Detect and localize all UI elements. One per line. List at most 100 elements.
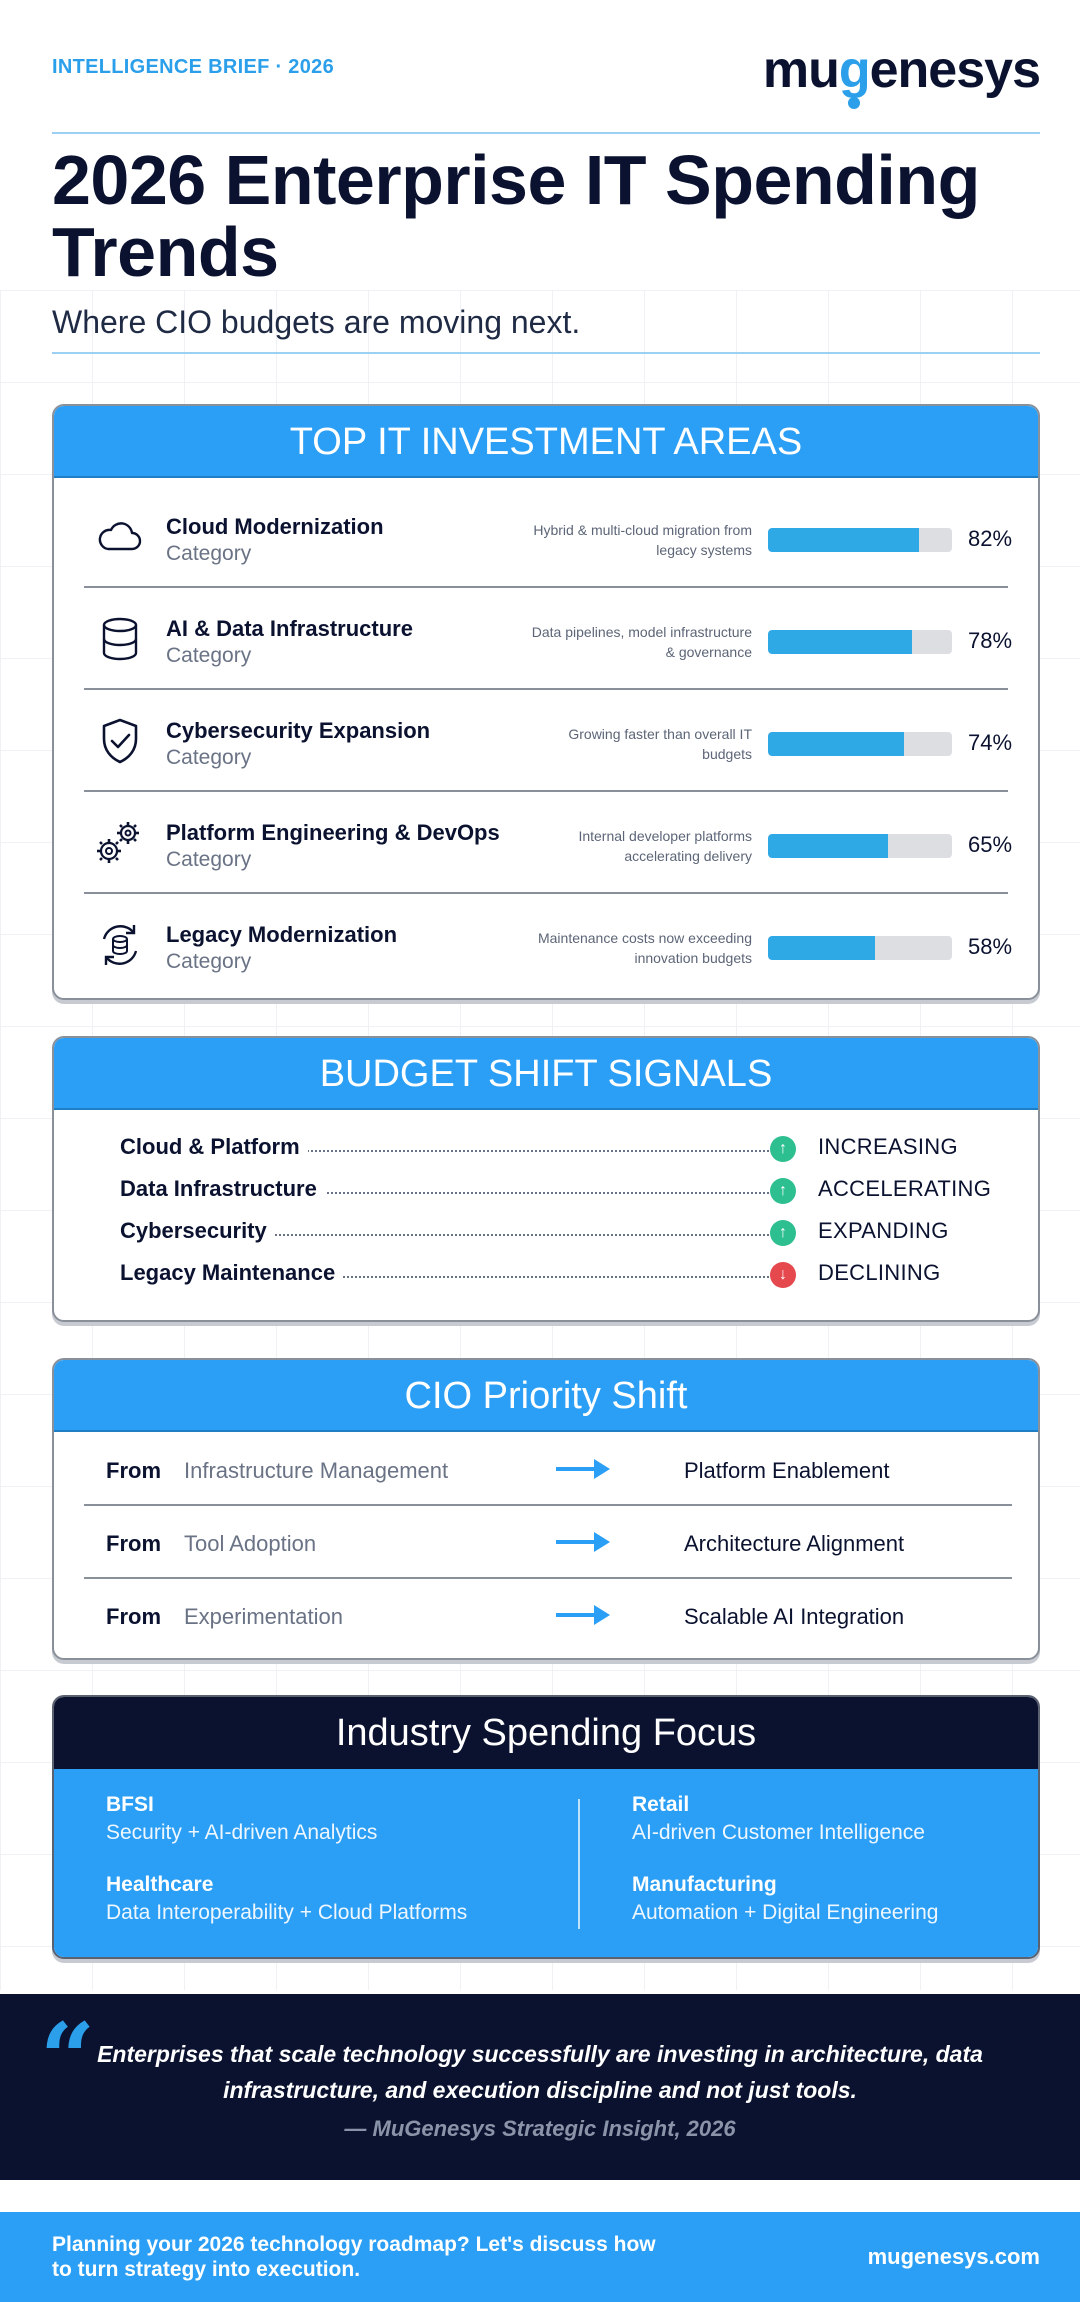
industry-sector: Retail <box>632 1793 690 1816</box>
quote-source: — MuGenesys Strategic Insight, 2026 <box>344 2116 736 2141</box>
arrow-up-icon: ↑ <box>770 1178 796 1204</box>
priority-list: From Infrastructure Management Platform En… <box>54 1432 1038 1658</box>
investment-progress-fill <box>768 834 888 858</box>
dotted-leader <box>120 1234 780 1236</box>
investment-percent: 58% <box>968 934 1013 959</box>
investment-note: Data pipelines, model infrastructure & g… <box>531 624 752 660</box>
gears-icon <box>94 819 146 867</box>
industry-item: Retail AI-driven Customer Intelligence <box>632 1793 925 1845</box>
brand-logo[interactable]: mug enesys <box>762 40 1041 109</box>
signal-label: Data Infrastructure <box>120 1176 325 1202</box>
investment-category: Category <box>166 950 252 973</box>
investment-row: Legacy Modernization Category Maintenance … <box>54 894 1038 996</box>
from-label: From <box>106 1531 161 1556</box>
row-divider <box>84 892 1008 894</box>
dotted-leader <box>120 1150 780 1152</box>
investment-percent: 74% <box>968 730 1013 755</box>
old-priority: Tool Adoption <box>184 1531 317 1556</box>
investment-category: Category <box>166 746 252 769</box>
old-priority: Infrastructure Management <box>184 1458 449 1483</box>
from-label: From <box>106 1458 161 1483</box>
quote-banner: “ Enterprises that scale technology succ… <box>0 1994 1080 2180</box>
arrow-down-icon: ↓ <box>770 1262 796 1288</box>
investment-progress-bar <box>768 630 952 654</box>
investment-heading: TOP IT INVESTMENT AREAS <box>54 406 1038 478</box>
signal-row: Legacy Maintenance ↓ DECLINING <box>54 1254 1038 1294</box>
signals-list: Cloud & Platform ↑ INCREASING Data Infrastr… <box>54 1110 1038 1320</box>
investment-category: Category <box>166 644 252 667</box>
signal-status: DECLINING <box>818 1260 941 1285</box>
signal-row: Cybersecurity ↑ EXPANDING <box>54 1212 1038 1252</box>
row-divider <box>84 586 1008 588</box>
investment-percent: 78% <box>968 628 1013 653</box>
row-divider <box>84 1504 1012 1506</box>
industry-sector: Manufacturing <box>632 1873 777 1896</box>
logo-text-pre: mu <box>762 41 840 99</box>
investment-row: Cybersecurity Expansion Category Growing f… <box>54 690 1038 792</box>
arrow-right-icon <box>554 1602 614 1628</box>
database-icon <box>94 615 146 663</box>
old-priority: Experimentation <box>184 1604 343 1629</box>
investment-percent: 82% <box>968 526 1013 551</box>
priority-row: From Experimentation Scalable AI Integrati… <box>54 1578 1038 1652</box>
industry-focus: Automation + Digital Engineering <box>632 1901 939 1924</box>
investment-name: Platform Engineering & DevOps <box>166 820 500 845</box>
arrow-up-icon: ↑ <box>770 1220 796 1246</box>
signal-label: Cybersecurity <box>120 1218 275 1244</box>
industry-sector: Healthcare <box>106 1873 214 1896</box>
investment-row: AI & Data Infrastructure Category Data pip… <box>54 588 1038 690</box>
investment-progress-fill <box>768 630 912 654</box>
row-divider <box>84 790 1008 792</box>
signals-heading: BUDGET SHIFT SIGNALS <box>54 1038 1038 1110</box>
dotted-leader <box>120 1192 780 1194</box>
industry-sector: BFSI <box>106 1793 154 1816</box>
from-label: From <box>106 1604 161 1629</box>
investment-list: Cloud Modernization Category Hybrid & mult… <box>54 478 1038 996</box>
quote-text: Enterprises that scale technology succes… <box>97 2041 983 2103</box>
arrow-up-icon: ↑ <box>770 1136 796 1162</box>
footer-cta-bar: Planning your 2026 technology roadmap? L… <box>0 2212 1080 2302</box>
new-priority: Architecture Alignment <box>684 1531 905 1556</box>
priority-row: From Tool Adoption Architecture Alignment <box>54 1505 1038 1579</box>
investment-note: Internal developer platforms acceleratin… <box>578 828 752 864</box>
logo-accent: g <box>839 41 871 109</box>
investment-progress-bar <box>768 834 952 858</box>
footer-website-link[interactable]: mugenesys.com <box>867 2244 1040 2269</box>
signal-label: Legacy Maintenance <box>120 1260 344 1286</box>
investment-name: Cybersecurity Expansion <box>166 718 431 743</box>
subtitle-divider <box>52 352 1040 354</box>
signal-row: Cloud & Platform ↑ INCREASING <box>54 1128 1038 1168</box>
industry-card: Industry Spending Focus BFSI Security + A… <box>52 1695 1040 1959</box>
signals-card: BUDGET SHIFT SIGNALS Cloud & Platform ↑ IN… <box>52 1036 1040 1322</box>
priority-card: CIO Priority Shift From Infrastructure Ma… <box>52 1358 1040 1660</box>
arrow-right-icon <box>554 1529 614 1555</box>
investment-note: Maintenance costs now exceeding innovati… <box>537 930 752 966</box>
industry-heading: Industry Spending Focus <box>54 1697 1038 1769</box>
shield-check-icon <box>94 717 146 765</box>
industry-item: BFSI Security + AI-driven Analytics <box>106 1793 377 1845</box>
cloud-icon <box>94 513 146 561</box>
industry-grid: BFSI Security + AI-driven Analytics Retail… <box>54 1769 1038 1957</box>
row-divider <box>84 1577 1012 1579</box>
refresh-database-icon <box>94 921 146 969</box>
signal-status: ACCELERATING <box>818 1176 992 1201</box>
signal-label: Cloud & Platform <box>120 1134 308 1160</box>
signal-status: INCREASING <box>818 1134 958 1159</box>
priority-row: From Infrastructure Management Platform En… <box>54 1432 1038 1506</box>
arrow-right-icon <box>554 1456 614 1482</box>
brief-label: INTELLIGENCE BRIEF · 2026 <box>52 56 334 78</box>
investment-name: Cloud Modernization <box>166 514 384 539</box>
header-divider <box>52 132 1040 134</box>
quote-mark-icon: “ <box>40 2002 96 2115</box>
investment-row: Platform Engineering & DevOps Category Int… <box>54 792 1038 894</box>
footer-cta-text: Planning your 2026 technology roadmap? L… <box>52 2233 656 2281</box>
row-divider <box>84 688 1008 690</box>
investment-progress-bar <box>768 936 952 960</box>
investment-progress-fill <box>768 528 919 552</box>
investment-category: Category <box>166 542 252 565</box>
industry-focus: Security + AI-driven Analytics <box>106 1821 378 1844</box>
investment-percent: 65% <box>968 832 1013 857</box>
signal-row: Data Infrastructure ↑ ACCELERATING <box>54 1170 1038 1210</box>
page-subtitle: Where CIO budgets are moving next. <box>52 304 581 340</box>
industry-divider <box>578 1799 580 1929</box>
